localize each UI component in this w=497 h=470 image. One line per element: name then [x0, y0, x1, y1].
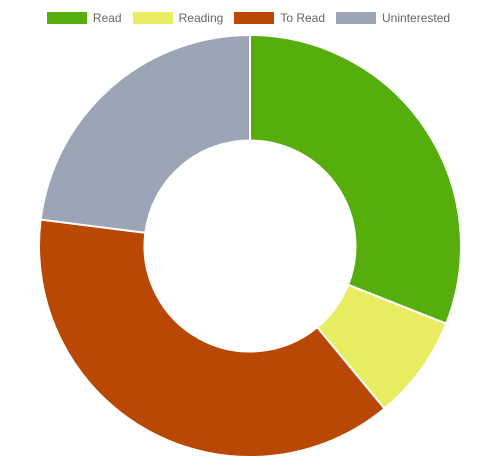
legend-swatch-uninterested — [336, 12, 377, 24]
legend-swatch-reading — [132, 12, 173, 24]
legend-label-reading: Reading — [178, 11, 224, 25]
slice-to-read[interactable] — [38, 218, 386, 458]
slice-uninterested[interactable] — [39, 33, 251, 234]
legend-label-to-read: To Read — [280, 11, 326, 25]
chart-legend: Read Reading To Read Uninterested — [0, 8, 497, 28]
legend-item-uninterested[interactable]: Uninterested — [336, 11, 450, 25]
legend-label-read: Read — [92, 11, 122, 25]
slice-read[interactable] — [249, 33, 462, 325]
legend-swatch-read — [46, 12, 87, 24]
legend-label-uninterested: Uninterested — [382, 11, 451, 25]
legend-swatch-to-read — [234, 12, 275, 24]
legend-item-read[interactable]: Read — [46, 11, 122, 25]
legend-item-reading[interactable]: Reading — [132, 11, 224, 25]
legend-item-to-read[interactable]: To Read — [234, 11, 325, 25]
